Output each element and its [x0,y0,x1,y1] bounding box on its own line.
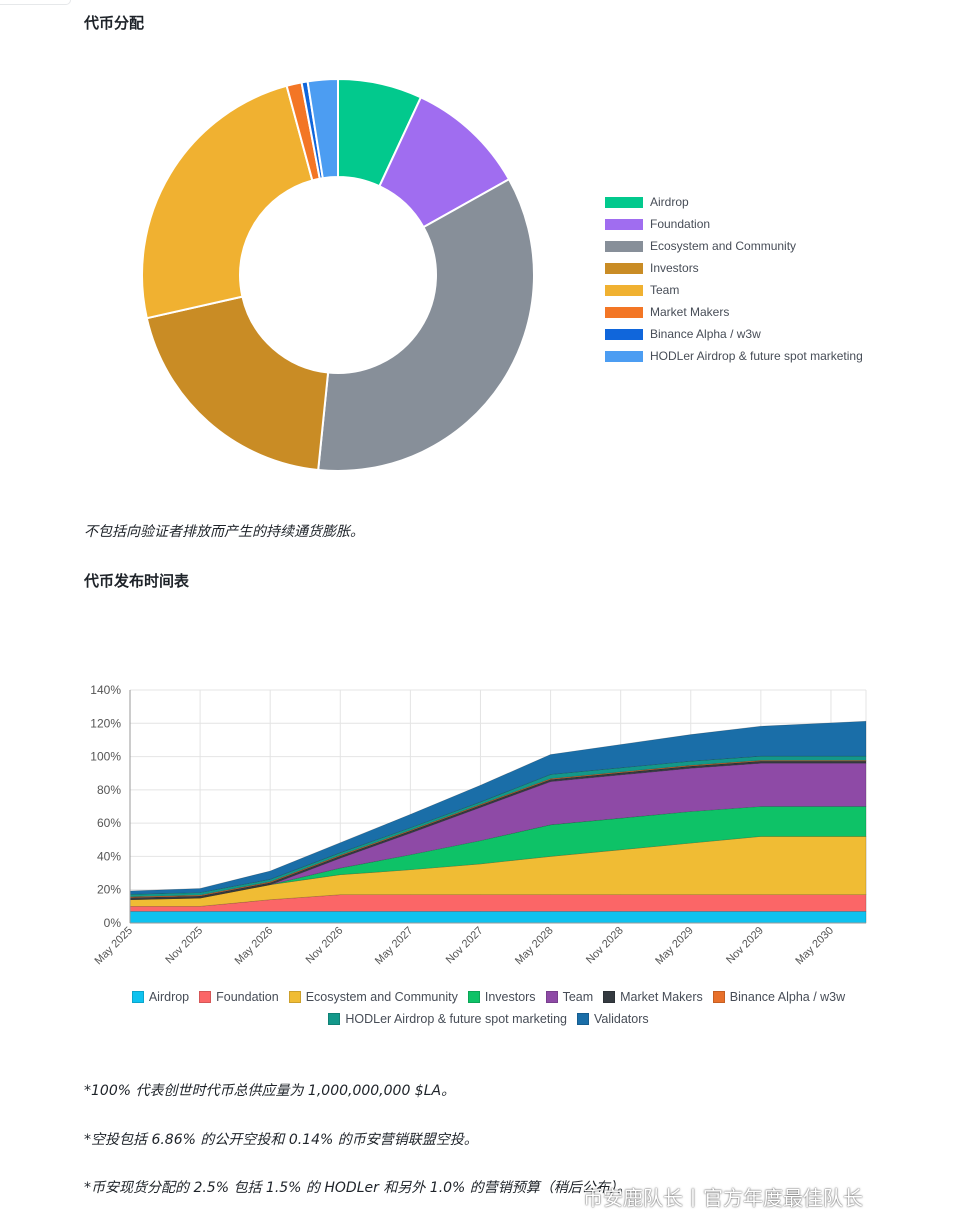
legend-label: Market Makers [650,305,730,319]
y-tick-label: 140% [90,683,121,697]
legend-swatch [605,284,643,296]
legend-item[interactable]: Binance Alpha / w3w [712,990,846,1004]
legend-swatch [199,991,212,1003]
legend-swatch [605,240,643,252]
legend-swatch [328,1013,341,1025]
slice-hodler-airdrop-future-spot-marketing[interactable] [306,77,339,180]
y-tick-label: 80% [97,783,121,797]
legend-label: HODLer Airdrop & future spot marketing [650,349,863,363]
legend-label: Team [650,283,680,297]
legend-item[interactable]: Market Makers [603,990,703,1004]
legend-item[interactable]: HODLer Airdrop & future spot marketing [328,1012,567,1026]
legend-swatch [605,196,643,208]
legend-item[interactable]: Investors [467,990,536,1004]
legend-swatch [545,991,558,1003]
area-hodler-airdrop-future-spot-marketing[interactable] [129,755,867,898]
x-tick-label: May 2028 [513,925,556,968]
legend-label: Foundation [216,990,279,1004]
release-legend: Airdrop Foundation Ecosystem and Community… [0,986,977,1030]
legend-item[interactable]: Foundation [199,990,279,1004]
legend-swatch [712,991,725,1003]
slice-ecosystem-and-community[interactable] [317,177,535,472]
legend-label: Ecosystem and Community [650,239,797,253]
legend-swatch [605,218,643,230]
x-tick-label: May 2026 [233,925,276,968]
legend-item[interactable]: Binance Alpha / w3w [605,323,863,345]
release-schedule-chart: 0% 20% 40% 60% 80% 100% 120% 140% May 2025 Nov 20… [90,683,867,968]
legend-label: Investors [650,261,699,275]
x-tick-label: Nov 2027 [444,925,486,967]
watermark: 币安鹿队长丨官方年度最佳队长 [583,1186,863,1210]
x-tick-label: Nov 2029 [724,925,766,967]
legend-swatch [467,991,480,1003]
area-team[interactable] [129,762,867,900]
legend-label: HODLer Airdrop & future spot marketing [345,1012,567,1026]
supply-note: *100% 代表创世时代币总供应量为 1,000,000,000 $LA。 [84,1083,456,1099]
y-tick-label: 100% [90,750,121,764]
airdrop-note: *空投包括 6.86% 的公开空投和 0.14% 的币安营销联盟空投。 [84,1132,478,1148]
legend-label: Airdrop [650,195,689,209]
legend-swatch [605,350,643,362]
x-tick-label: May 2029 [653,925,696,968]
slice-team[interactable] [141,84,314,320]
legend-row: Airdrop Foundation Ecosystem and Community… [0,986,977,1008]
legend-swatch [603,991,616,1003]
legend-item[interactable]: Team [605,279,863,301]
allocation-doughnut-chart [141,77,535,472]
legend-swatch [576,1013,589,1025]
x-tick-label: Nov 2028 [584,925,626,967]
legend-label: Binance Alpha / w3w [650,327,761,341]
legend-label: Market Makers [620,990,703,1004]
y-tick-label: 20% [97,883,121,897]
legend-item[interactable]: Ecosystem and Community [605,235,863,257]
legend-swatch [605,306,643,318]
x-tick-label: May 2030 [793,925,836,968]
legend-label: Validators [593,1012,649,1026]
x-tick-label: May 2027 [373,925,416,968]
allocation-heading: 代币分配 [84,14,145,32]
legend-swatch [605,262,643,274]
legend-swatch [131,991,144,1003]
slice-investors[interactable] [145,295,330,472]
top-card-edge [0,0,71,5]
legend-item[interactable]: Validators [576,1012,649,1026]
x-tick-label: May 2025 [92,925,135,968]
legend-item[interactable]: Airdrop [605,191,863,213]
legend-label: Foundation [650,217,711,231]
inflation-note: 不包括向验证者排放而产生的持续通货膨胀。 [84,524,364,540]
y-tick-label: 60% [97,816,121,830]
legend-swatch [605,328,643,340]
area-airdrop[interactable] [129,911,867,924]
area-ecosystem-and-community[interactable] [129,836,867,907]
legend-item[interactable]: Foundation [605,213,863,235]
y-tick-label: 40% [97,849,121,863]
legend-label: Ecosystem and Community [305,990,458,1004]
y-tick-label: 0% [104,916,122,930]
legend-item[interactable]: HODLer Airdrop & future spot marketing [605,345,863,367]
legend-item[interactable]: Ecosystem and Community [288,990,458,1004]
legend-label: Binance Alpha / w3w [729,990,846,1004]
legend-item[interactable]: Airdrop [131,990,190,1004]
legend-item[interactable]: Investors [605,257,863,279]
legend-label: Airdrop [148,990,190,1004]
legend-row: HODLer Airdrop & future spot marketing Va… [0,1008,977,1030]
x-tick-label: Nov 2025 [163,925,205,967]
area-validators[interactable] [129,720,867,895]
legend-item[interactable]: Market Makers [605,301,863,323]
x-tick-label: Nov 2026 [304,925,346,967]
spot-note: *币安现货分配的 2.5% 包括 1.5% 的 HODLer 和另外 1.0% … [84,1180,631,1196]
legend-label: Team [562,990,594,1004]
legend-item[interactable]: Team [545,990,594,1004]
legend-swatch [288,991,301,1003]
y-tick-label: 120% [90,716,121,730]
allocation-legend: Airdrop Foundation Ecosystem and Community… [605,191,863,367]
legend-label: Investors [484,990,536,1004]
release-heading: 代币发布时间表 [84,572,190,590]
